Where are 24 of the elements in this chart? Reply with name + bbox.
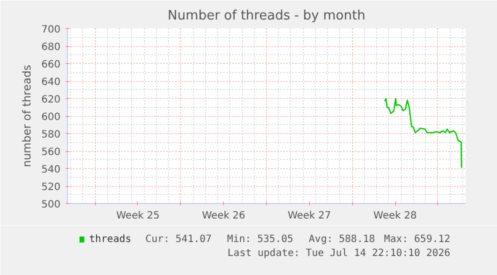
y-tick-label: 700: [41, 24, 61, 36]
text: Avg: 588.18: [308, 234, 376, 245]
y-tick-label: 580: [41, 130, 61, 140]
text: Min: 535.05: [227, 234, 294, 245]
y-tick-label: 620: [41, 94, 61, 106]
chart-title: Number of threads - by month: [168, 8, 366, 24]
y-tick-label: 500: [41, 200, 61, 210]
y-tick-label: 680: [41, 42, 61, 53]
y-tick-label: 540: [41, 164, 61, 176]
y-tick-label: 520: [41, 182, 61, 193]
line-series: [384, 98, 462, 168]
y-tick-label: 560: [41, 147, 61, 158]
y-axis-title: number of threads: [20, 64, 34, 168]
x-tick-label: Week 26: [202, 210, 246, 222]
text: Last update: Tue Jul 14 22:10:10 2026: [228, 248, 450, 259]
y-tick-label: 640: [41, 77, 61, 88]
x-tick-label: Week 25: [116, 210, 160, 222]
text: Cur: 541.07: [145, 234, 212, 245]
y-tick-label: 600: [41, 112, 61, 123]
text: Max: 659.12: [384, 234, 450, 245]
legend-label: threads: [89, 234, 132, 245]
y-tick-label: 660: [41, 60, 61, 70]
x-tick-label: Week 28: [373, 210, 417, 222]
x-tick-label: Week 27: [288, 210, 332, 222]
